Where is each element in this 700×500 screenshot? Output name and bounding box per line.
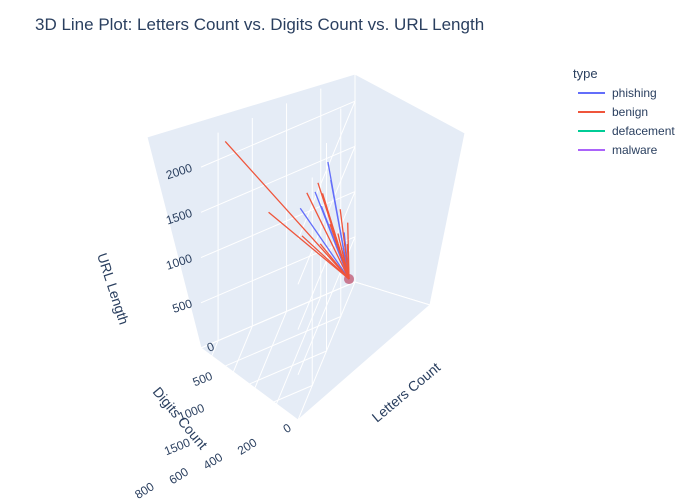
series-line-benign xyxy=(329,223,350,280)
series-line-benign xyxy=(224,141,350,280)
y-gridline xyxy=(229,103,288,450)
series-line-benign xyxy=(346,244,350,280)
z-axis-title: URL Length xyxy=(94,251,132,327)
legend-label: defacement xyxy=(612,124,675,138)
series-benign xyxy=(224,141,355,285)
chart-title: 3D Line Plot: Letters Count vs. Digits C… xyxy=(35,15,484,34)
legend-title: type xyxy=(573,66,598,81)
back-wall-letters-plane xyxy=(354,73,466,306)
y-gridline xyxy=(194,118,253,465)
y-tick-label: 800 xyxy=(132,479,157,500)
legend-items: phishing benign defacement malware xyxy=(578,86,675,157)
x-tick-label: 0 xyxy=(205,339,217,355)
x-axis-title: Letters Count xyxy=(369,359,444,425)
legend-item-benign[interactable]: benign xyxy=(578,105,648,119)
y-tick-label: 600 xyxy=(167,465,192,488)
legend-label: malware xyxy=(612,143,658,157)
series-line-benign xyxy=(306,192,350,280)
z-tick-label: 500 xyxy=(171,296,195,316)
legend-label: phishing xyxy=(612,86,657,100)
series-line-benign xyxy=(268,211,350,280)
series-line-benign xyxy=(339,209,350,280)
grid-lines xyxy=(158,74,356,479)
y-gridline xyxy=(297,74,356,421)
y-gridline xyxy=(160,132,219,479)
legend: type phishing benign defacement malware xyxy=(573,66,675,157)
series-line-phishing xyxy=(327,161,350,280)
legend-label: benign xyxy=(612,105,648,119)
legend-item-phishing[interactable]: phishing xyxy=(578,86,657,100)
series-line-benign xyxy=(301,235,350,280)
series-line-phishing xyxy=(299,207,350,280)
y-tick-label: 0 xyxy=(280,421,293,437)
y-gridline xyxy=(263,88,322,435)
legend-item-defacement[interactable]: defacement xyxy=(578,124,675,138)
legend-item-malware[interactable]: malware xyxy=(578,143,658,157)
series-line-benign xyxy=(319,243,350,280)
y-tick-label: 200 xyxy=(235,435,260,458)
series-layer xyxy=(224,141,355,285)
y-tick-label: 400 xyxy=(201,450,226,473)
